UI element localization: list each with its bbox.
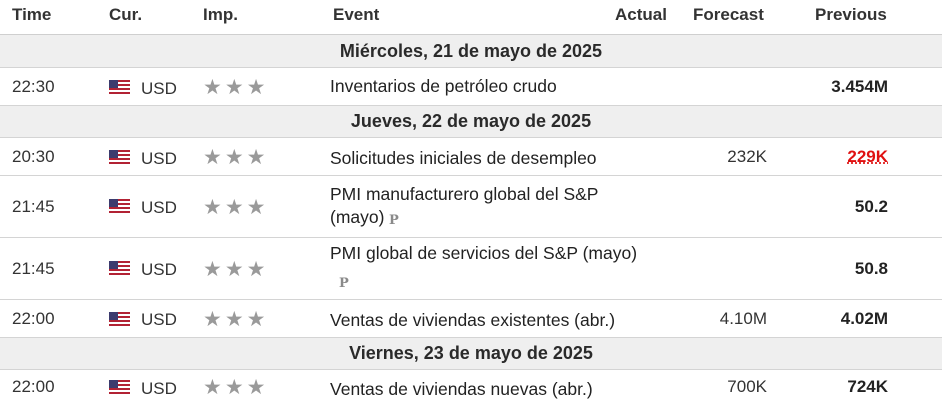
event-name[interactable]: PMI manufacturero global del S&P (mayo) — [330, 184, 599, 227]
star-icon: ★ — [246, 76, 269, 99]
previous-value: 3.454M — [831, 77, 888, 96]
star-icon: ★ — [203, 308, 225, 331]
event-time: 21:45 — [12, 259, 55, 278]
event-time: 21:45 — [12, 197, 55, 216]
table-row[interactable]: 22:30 USD ★★★ Inventarios de petróleo cr… — [0, 68, 942, 106]
currency-code: USD — [141, 149, 177, 168]
event-time: 20:30 — [12, 147, 55, 166]
header-event[interactable]: Event — [333, 5, 380, 24]
currency-code: USD — [141, 379, 177, 398]
star-icon: ★ — [203, 146, 225, 169]
previous-value: 50.2 — [854, 197, 888, 216]
importance-stars: ★★★ — [203, 145, 268, 170]
star-icon: ★ — [246, 308, 269, 331]
header-previous[interactable]: Previous — [815, 5, 887, 24]
star-icon: ★ — [203, 376, 225, 399]
event-name[interactable]: Solicitudes iniciales de desempleo — [330, 148, 597, 168]
date-separator: Jueves, 22 de mayo de 2025 — [0, 106, 942, 138]
p-icon: P — [389, 213, 399, 228]
importance-stars: ★★★ — [203, 195, 268, 220]
star-icon: ★ — [224, 376, 247, 399]
us-flag-icon — [109, 80, 130, 95]
us-flag-icon — [109, 199, 130, 214]
header-currency[interactable]: Cur. — [109, 5, 143, 24]
date-separator: Viernes, 23 de mayo de 2025 — [0, 338, 942, 370]
star-icon: ★ — [203, 196, 225, 219]
table-row[interactable]: 22:00 USD ★★★ Ventas de viviendas existe… — [0, 300, 942, 338]
us-flag-icon — [109, 150, 130, 165]
header-forecast[interactable]: Forecast — [693, 5, 764, 24]
event-name[interactable]: PMI global de servicios del S&P (mayo) — [330, 243, 638, 263]
p-icon: P — [339, 276, 349, 291]
star-icon: ★ — [246, 376, 269, 399]
star-icon: ★ — [246, 196, 269, 219]
table-row[interactable]: 21:45 USD ★★★ PMI global de servicios de… — [0, 238, 942, 300]
star-icon: ★ — [246, 258, 269, 281]
forecast-value: 232K — [727, 147, 767, 166]
star-icon: ★ — [224, 258, 247, 281]
star-icon: ★ — [224, 146, 247, 169]
table-row[interactable]: 20:30 USD ★★★ Solicitudes iniciales de d… — [0, 138, 942, 176]
star-icon: ★ — [224, 76, 247, 99]
event-name[interactable]: Inventarios de petróleo crudo — [330, 76, 557, 96]
header-actual[interactable]: Actual — [615, 5, 667, 24]
previous-value: 4.02M — [840, 309, 888, 328]
importance-stars: ★★★ — [203, 375, 268, 400]
previous-value[interactable]: 229K — [847, 147, 888, 166]
star-icon: ★ — [224, 196, 247, 219]
event-time: 22:30 — [12, 77, 55, 96]
table-row[interactable]: 21:45 USD ★★★ PMI manufacturero global d… — [0, 176, 942, 238]
previous-value: 724K — [847, 377, 888, 396]
forecast-value: 4.10M — [719, 309, 767, 328]
us-flag-icon — [109, 261, 130, 276]
us-flag-icon — [109, 380, 130, 395]
currency-code: USD — [141, 260, 177, 279]
event-name[interactable]: Ventas de viviendas nuevas (abr.) — [330, 379, 593, 399]
star-icon: ★ — [246, 146, 269, 169]
table-row[interactable]: 22:00 USD ★★★ Ventas de viviendas nuevas… — [0, 370, 942, 401]
event-time: 22:00 — [12, 309, 55, 328]
date-separator: Miércoles, 21 de mayo de 2025 — [0, 35, 942, 68]
event-time: 22:00 — [12, 377, 55, 396]
currency-code: USD — [141, 310, 177, 329]
star-icon: ★ — [224, 308, 247, 331]
forecast-value: 700K — [727, 377, 767, 396]
previous-value: 50.8 — [854, 259, 888, 278]
us-flag-icon — [109, 312, 130, 327]
currency-code: USD — [141, 198, 177, 217]
currency-code: USD — [141, 79, 177, 98]
header-time[interactable]: Time — [12, 5, 52, 24]
star-icon: ★ — [203, 76, 225, 99]
table-header: Time Cur. Imp. Event Actual Forecast Pre… — [0, 0, 942, 35]
importance-stars: ★★★ — [203, 257, 268, 282]
importance-stars: ★★★ — [203, 307, 268, 332]
header-importance[interactable]: Imp. — [203, 5, 238, 24]
importance-stars: ★★★ — [203, 75, 268, 100]
event-name[interactable]: Ventas de viviendas existentes (abr.) — [330, 310, 616, 330]
star-icon: ★ — [203, 258, 225, 281]
